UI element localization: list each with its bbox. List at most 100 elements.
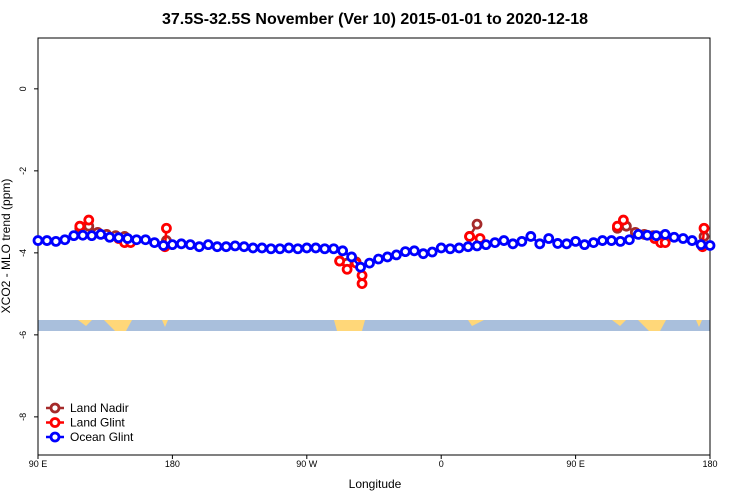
x-axis-label: Longitude <box>349 477 402 491</box>
x-tick-label: 180 <box>165 459 180 469</box>
data-point <box>104 231 116 243</box>
legend-marker <box>49 402 61 414</box>
data-point <box>83 214 95 226</box>
map-ocean <box>38 320 710 331</box>
data-point <box>356 278 368 290</box>
data-point <box>86 230 98 242</box>
data-point <box>615 235 626 247</box>
data-point <box>346 251 358 263</box>
data-point <box>310 242 322 254</box>
data-point <box>283 242 295 254</box>
data-point <box>698 222 710 234</box>
data-point <box>612 220 623 232</box>
data-point <box>561 238 573 250</box>
data-point <box>408 245 420 257</box>
data-point <box>74 220 86 232</box>
data-point <box>220 241 232 253</box>
data-point <box>617 214 629 226</box>
data-point <box>444 243 456 255</box>
legend-label: Ocean Glint <box>70 430 134 444</box>
data-point <box>238 241 250 253</box>
data-point <box>480 239 492 251</box>
data-point <box>552 238 564 249</box>
data-point <box>131 234 142 246</box>
data-point <box>158 240 169 251</box>
chart-title: 37.5S-32.5S November (Ver 10) 2015-01-01… <box>162 11 588 28</box>
data-point <box>570 235 581 247</box>
data-point <box>59 234 71 246</box>
data-point <box>632 229 644 240</box>
data-point <box>659 237 671 249</box>
data-point <box>588 237 599 249</box>
data-point <box>382 251 393 263</box>
data-point <box>77 229 89 241</box>
data-point <box>274 243 286 255</box>
x-tick-label: 0 <box>439 459 444 469</box>
legend-marker <box>49 417 61 428</box>
data-point <box>677 233 689 244</box>
data-point <box>229 240 241 252</box>
data-point <box>597 235 608 246</box>
data-point <box>337 245 349 257</box>
legend-label: Land Nadir <box>70 401 129 415</box>
data-point <box>140 234 151 246</box>
y-tick-label: -4 <box>18 249 28 257</box>
data-point <box>462 241 474 253</box>
data-point <box>356 270 368 281</box>
data-point <box>122 233 133 244</box>
data-point <box>193 241 205 253</box>
y-tick-label: -8 <box>18 413 28 421</box>
data-point <box>471 218 483 230</box>
x-tick-label: 90 W <box>296 459 318 469</box>
x-tick-label: 90 E <box>29 459 48 469</box>
data-point <box>32 235 44 246</box>
data-point <box>265 243 277 255</box>
data-point <box>650 230 662 242</box>
data-point <box>417 248 429 260</box>
data-point <box>247 242 259 254</box>
data-point <box>641 229 653 241</box>
data-point <box>166 239 178 251</box>
data-point <box>41 235 53 246</box>
data-point <box>211 241 223 253</box>
data-point <box>301 242 313 254</box>
data-point <box>113 232 125 244</box>
legend-marker <box>49 431 61 443</box>
data-point <box>149 237 160 249</box>
series-line <box>79 219 706 284</box>
data-point <box>623 234 635 246</box>
data-point <box>606 235 617 246</box>
data-point <box>543 233 555 244</box>
x-tick-label: 90 E <box>566 459 585 469</box>
data-point <box>184 239 196 251</box>
data-point <box>161 222 172 234</box>
y-axis-label: XCO2 - MLO trend (ppm) <box>0 179 13 314</box>
data-point <box>686 235 698 246</box>
data-point <box>334 255 346 267</box>
x-tick-label: 180 <box>702 459 717 469</box>
data-point <box>525 231 537 242</box>
data-point <box>579 239 590 251</box>
data-point <box>68 230 80 242</box>
data-point <box>256 242 268 254</box>
data-point <box>435 242 447 254</box>
data-point <box>292 243 304 255</box>
data-point <box>399 246 411 258</box>
data-point <box>95 229 107 240</box>
data-point <box>659 229 671 240</box>
data-point <box>364 257 375 269</box>
data-point <box>471 240 483 252</box>
data-point <box>489 237 501 249</box>
data-point <box>319 243 331 255</box>
data-point <box>328 243 340 255</box>
data-point <box>516 235 528 247</box>
data-point <box>341 263 353 275</box>
data-point <box>704 240 716 251</box>
data-point <box>534 238 546 250</box>
y-tick-label: 0 <box>18 86 28 91</box>
data-point <box>355 261 366 273</box>
data-point <box>453 242 465 254</box>
map-land <box>78 320 702 331</box>
